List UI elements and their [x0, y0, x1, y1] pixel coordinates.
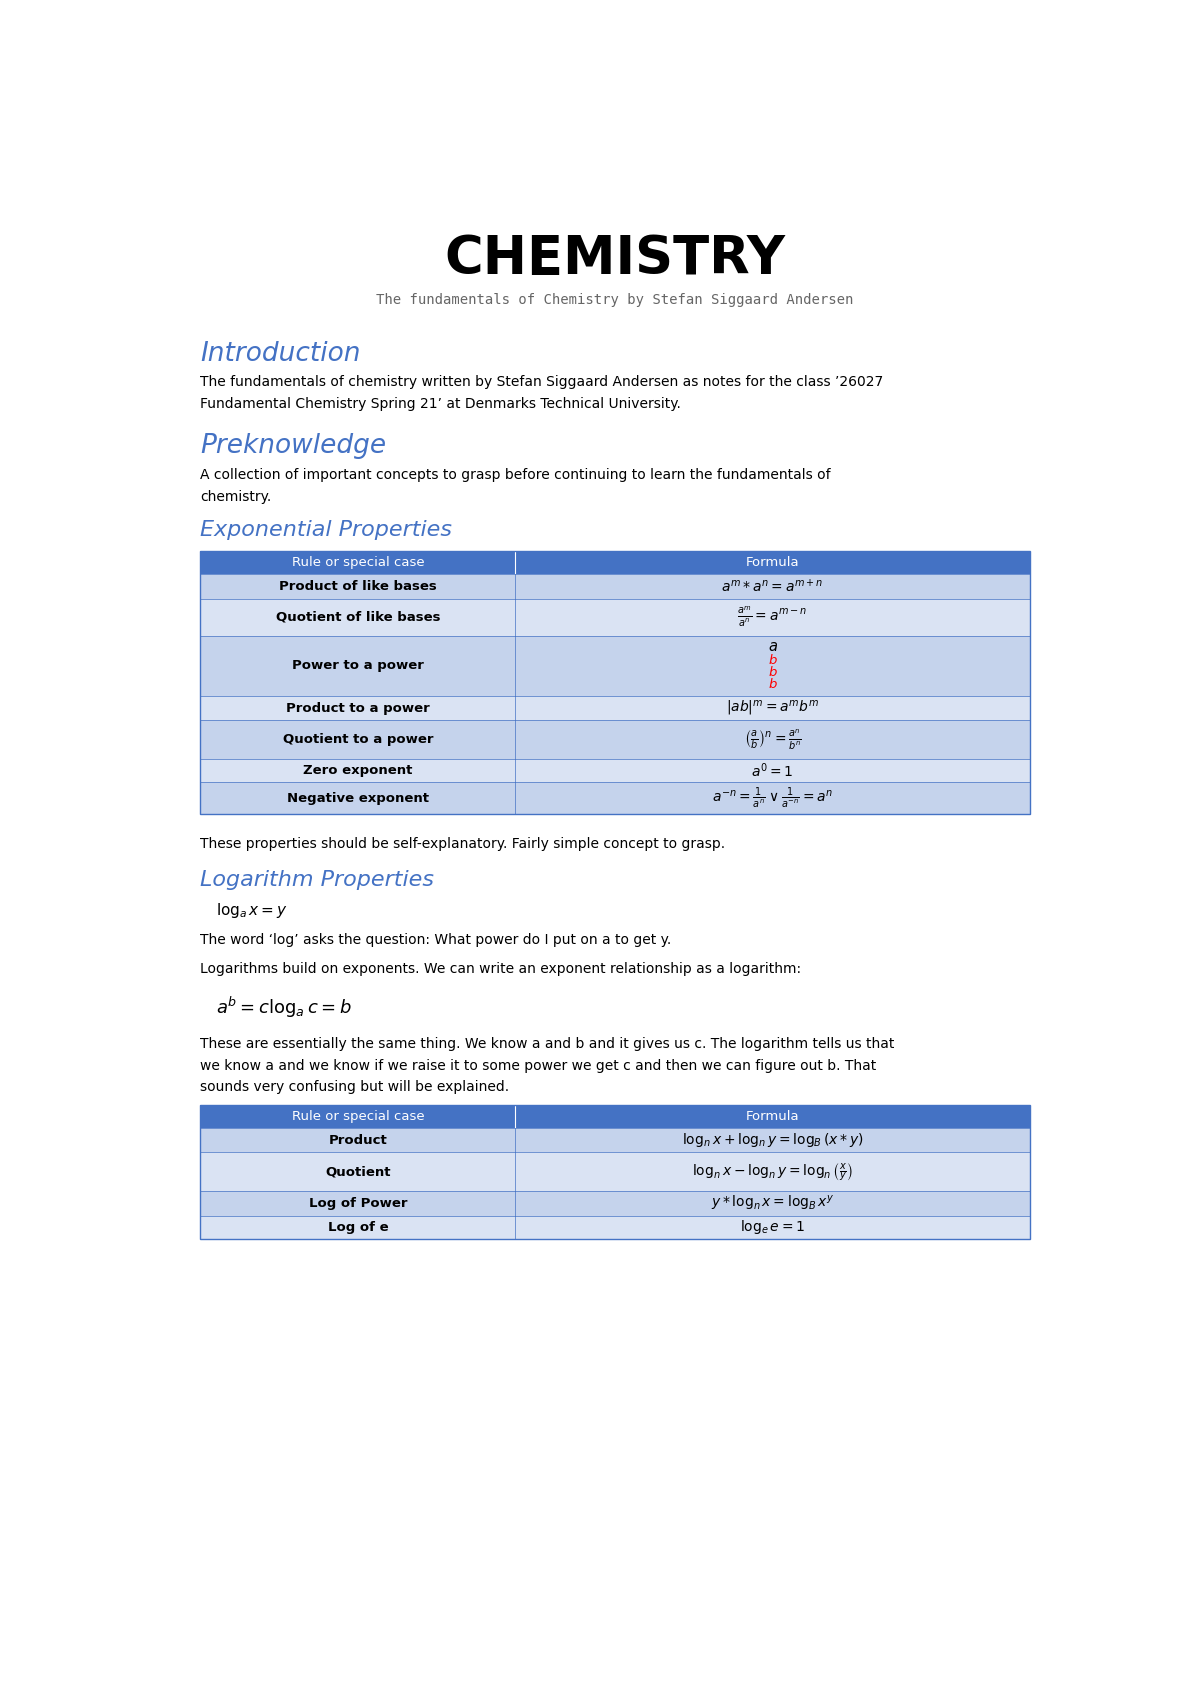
Bar: [200, 1105, 1030, 1238]
Text: The word ‘log’ asks the question: What power do I put on a to get y.: The word ‘log’ asks the question: What p…: [200, 932, 672, 947]
Text: CHEMISTRY: CHEMISTRY: [444, 233, 786, 285]
Text: Preknowledge: Preknowledge: [200, 433, 386, 458]
Text: $\log_n x-\log_n y=\log_n\left(\frac{x}{y}\right)$: $\log_n x-\log_n y=\log_n\left(\frac{x}{…: [692, 1161, 853, 1182]
Text: These properties should be self-explanatory. Fairly simple concept to grasp.: These properties should be self-explanat…: [200, 837, 726, 851]
Text: $a^m*a^n=a^{m+n}$: $a^m*a^n=a^{m+n}$: [721, 577, 823, 594]
Text: $\frac{a^m}{a^n}=a^{m-n}$: $\frac{a^m}{a^n}=a^{m-n}$: [738, 604, 808, 630]
Text: Log of e: Log of e: [328, 1221, 389, 1233]
Bar: [200, 552, 1030, 574]
Bar: [200, 783, 1030, 815]
Text: These are essentially the same thing. We know a and b and it gives us c. The log: These are essentially the same thing. We…: [200, 1037, 895, 1094]
Bar: [200, 696, 1030, 720]
Bar: [200, 635, 1030, 696]
Text: Exponential Properties: Exponential Properties: [200, 520, 452, 540]
Text: The fundamentals of chemistry written by Stefan Siggaard Andersen as notes for t: The fundamentals of chemistry written by…: [200, 375, 883, 411]
Text: $\log_e e=1$: $\log_e e=1$: [740, 1217, 805, 1236]
Text: A collection of important concepts to grasp before continuing to learn the funda: A collection of important concepts to gr…: [200, 469, 830, 504]
Text: Formula: Formula: [745, 1110, 799, 1122]
Text: $\mathit{b}$: $\mathit{b}$: [768, 664, 778, 679]
Text: Quotient to a power: Quotient to a power: [283, 734, 433, 745]
Bar: [200, 1105, 1030, 1127]
Text: $a$: $a$: [768, 638, 778, 654]
Text: $\log_a x=y$: $\log_a x=y$: [216, 900, 288, 920]
Bar: [200, 1153, 1030, 1190]
Text: Zero exponent: Zero exponent: [304, 764, 413, 778]
Bar: [200, 552, 1030, 815]
Text: Product to a power: Product to a power: [286, 701, 430, 715]
Text: $a^{-n}=\frac{1}{a^n}\vee\frac{1}{a^{-n}}=a^n$: $a^{-n}=\frac{1}{a^n}\vee\frac{1}{a^{-n}…: [712, 786, 833, 810]
Text: Power to a power: Power to a power: [292, 659, 424, 672]
Text: Log of Power: Log of Power: [308, 1197, 407, 1209]
Text: Negative exponent: Negative exponent: [287, 791, 428, 805]
Text: $|ab|^m=a^mb^m$: $|ab|^m=a^mb^m$: [726, 698, 820, 718]
Text: Logarithm Properties: Logarithm Properties: [200, 869, 434, 890]
Bar: [200, 574, 1030, 599]
Text: Quotient: Quotient: [325, 1165, 391, 1178]
Text: Logarithms build on exponents. We can write an exponent relationship as a logari: Logarithms build on exponents. We can wr…: [200, 963, 802, 976]
Text: $\left(\frac{a}{b}\right)^n=\frac{a^n}{b^n}$: $\left(\frac{a}{b}\right)^n=\frac{a^n}{b…: [744, 727, 802, 752]
Text: Rule or special case: Rule or special case: [292, 1110, 425, 1122]
Text: Quotient of like bases: Quotient of like bases: [276, 611, 440, 623]
Text: $a^0=1$: $a^0=1$: [751, 761, 793, 779]
Bar: [200, 759, 1030, 783]
Bar: [200, 1216, 1030, 1238]
Text: $y*\log_n x=\log_B x^y$: $y*\log_n x=\log_B x^y$: [710, 1194, 834, 1212]
Bar: [200, 1127, 1030, 1153]
Bar: [200, 1190, 1030, 1216]
Text: Introduction: Introduction: [200, 341, 361, 367]
Text: Product of like bases: Product of like bases: [280, 581, 437, 593]
Text: $\mathit{b}$: $\mathit{b}$: [768, 678, 778, 691]
Text: The fundamentals of Chemistry by Stefan Siggaard Andersen: The fundamentals of Chemistry by Stefan …: [377, 294, 853, 307]
Text: Product: Product: [329, 1134, 388, 1146]
Text: Formula: Formula: [745, 555, 799, 569]
Text: $\log_n x+\log_n y=\log_B(x*y)$: $\log_n x+\log_n y=\log_B(x*y)$: [682, 1131, 863, 1150]
Text: $a^b=c\log_a c=b$: $a^b=c\log_a c=b$: [216, 995, 352, 1020]
Bar: [200, 720, 1030, 759]
Text: $\mathit{b}$: $\mathit{b}$: [768, 652, 778, 667]
Text: Rule or special case: Rule or special case: [292, 555, 425, 569]
Bar: [200, 599, 1030, 635]
